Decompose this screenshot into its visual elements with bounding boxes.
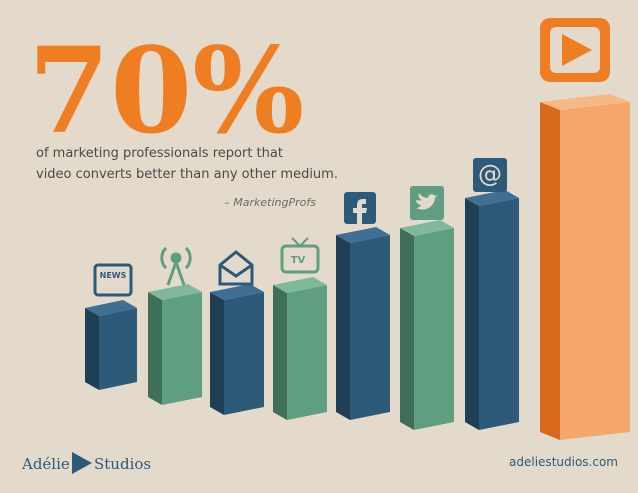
url: adeliestudios.com [509,455,618,469]
twitter-icon [410,186,444,220]
bar-face [465,198,479,430]
facebook-icon [344,192,376,224]
bar-face [400,228,414,430]
bar-face [224,292,264,415]
headline-line: video converts better than any other med… [36,167,338,182]
bar-face [210,292,224,415]
brand-logo [72,452,92,474]
icon-label: TV [291,255,306,266]
bar-face [560,102,630,440]
brand: Adélie [21,455,70,473]
radio-icon [160,246,192,286]
brand: Studios [94,455,151,473]
bar-face [273,285,287,420]
headline-stat: 70% [28,21,304,160]
bar-face [85,300,137,316]
bar-face [540,94,630,110]
bar-face [465,190,519,206]
tv-icon: TV [280,237,320,274]
bar-face [85,308,99,390]
bar-face [148,292,162,405]
bar-face [400,220,454,236]
bar-face [350,235,390,420]
svg-text:@: @ [478,160,502,188]
bar-face [273,277,327,293]
bar-face [479,198,519,430]
mail-icon [218,250,254,286]
news-icon: NEWS [93,263,133,297]
bar-face [162,292,202,405]
bar-face [540,102,560,440]
bar-face [99,308,137,390]
bar-face [148,284,202,300]
play-icon [540,18,610,82]
source: – MarketingProfs [224,196,316,209]
bar-face [210,284,264,300]
icon-shape [93,263,133,297]
bar-face [336,235,350,420]
headline-line: of marketing professionals report that [36,146,283,161]
bar-face [287,285,327,420]
at-icon: @ [473,158,507,192]
icon-label: NEWS [100,271,127,280]
bars [85,94,630,440]
bar-face [336,227,390,243]
bar-face [414,228,454,430]
